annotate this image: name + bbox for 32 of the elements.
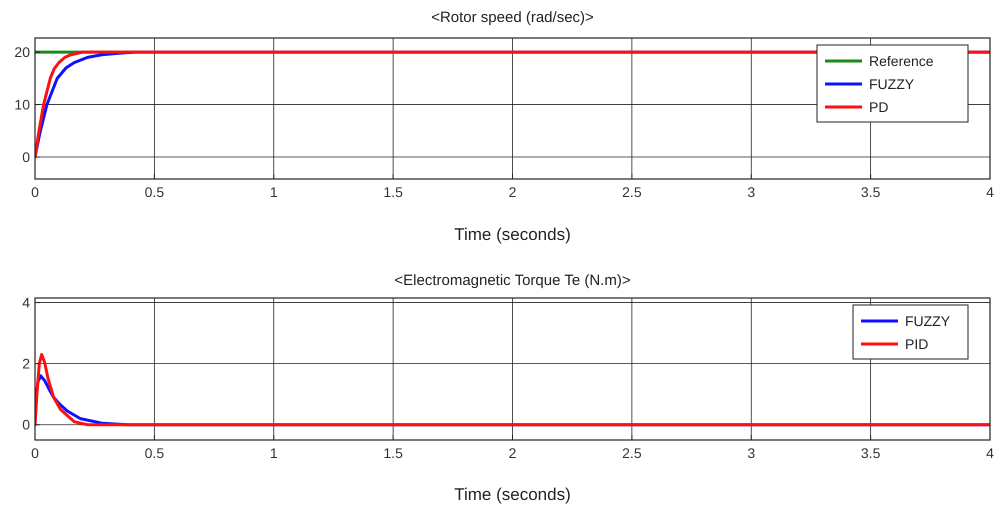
y-tick-label: 4 [22,294,30,311]
y-tick-label: 2 [22,356,30,372]
x-tick-label: 2.5 [622,445,642,461]
x-tick-label: 3 [747,184,756,200]
legend-label: FUZZY [905,313,951,329]
x-tick-label: 2.5 [622,184,642,200]
x-tick-label: 4 [986,445,994,461]
x-tick-label: 0.5 [144,184,164,200]
legend-label: Reference [869,53,934,69]
chart-title: <Rotor speed (rad/sec)> [431,9,594,26]
legend-label: PD [869,99,888,115]
x-tick-label: 1.5 [383,184,404,200]
y-tick-label: 10 [14,96,30,113]
x-tick-label: 2 [508,445,517,461]
y-tick-label: 0 [22,416,30,433]
y-tick-label: 20 [14,44,30,60]
x-tick-label: 3 [747,445,756,461]
x-axis-title: Time (seconds) [454,225,571,244]
x-tick-label: 3.5 [860,445,881,461]
y-tick-label: 0 [22,148,30,165]
x-tick-label: 1.5 [383,445,404,461]
line-series [35,352,990,426]
legend-label: FUZZY [869,76,915,92]
x-tick-label: 1 [270,184,278,200]
x-tick-label: 2 [508,184,517,200]
chart-title: <Electromagnetic Torque Te (N.m)> [394,272,631,289]
x-tick-label: 1 [270,445,278,461]
legend-label: PID [905,336,928,352]
x-tick-label: 4 [986,184,994,200]
x-tick-label: 0.5 [144,445,164,461]
x-axis-title: Time (seconds) [454,485,571,504]
x-tick-label: 3.5 [860,184,881,200]
